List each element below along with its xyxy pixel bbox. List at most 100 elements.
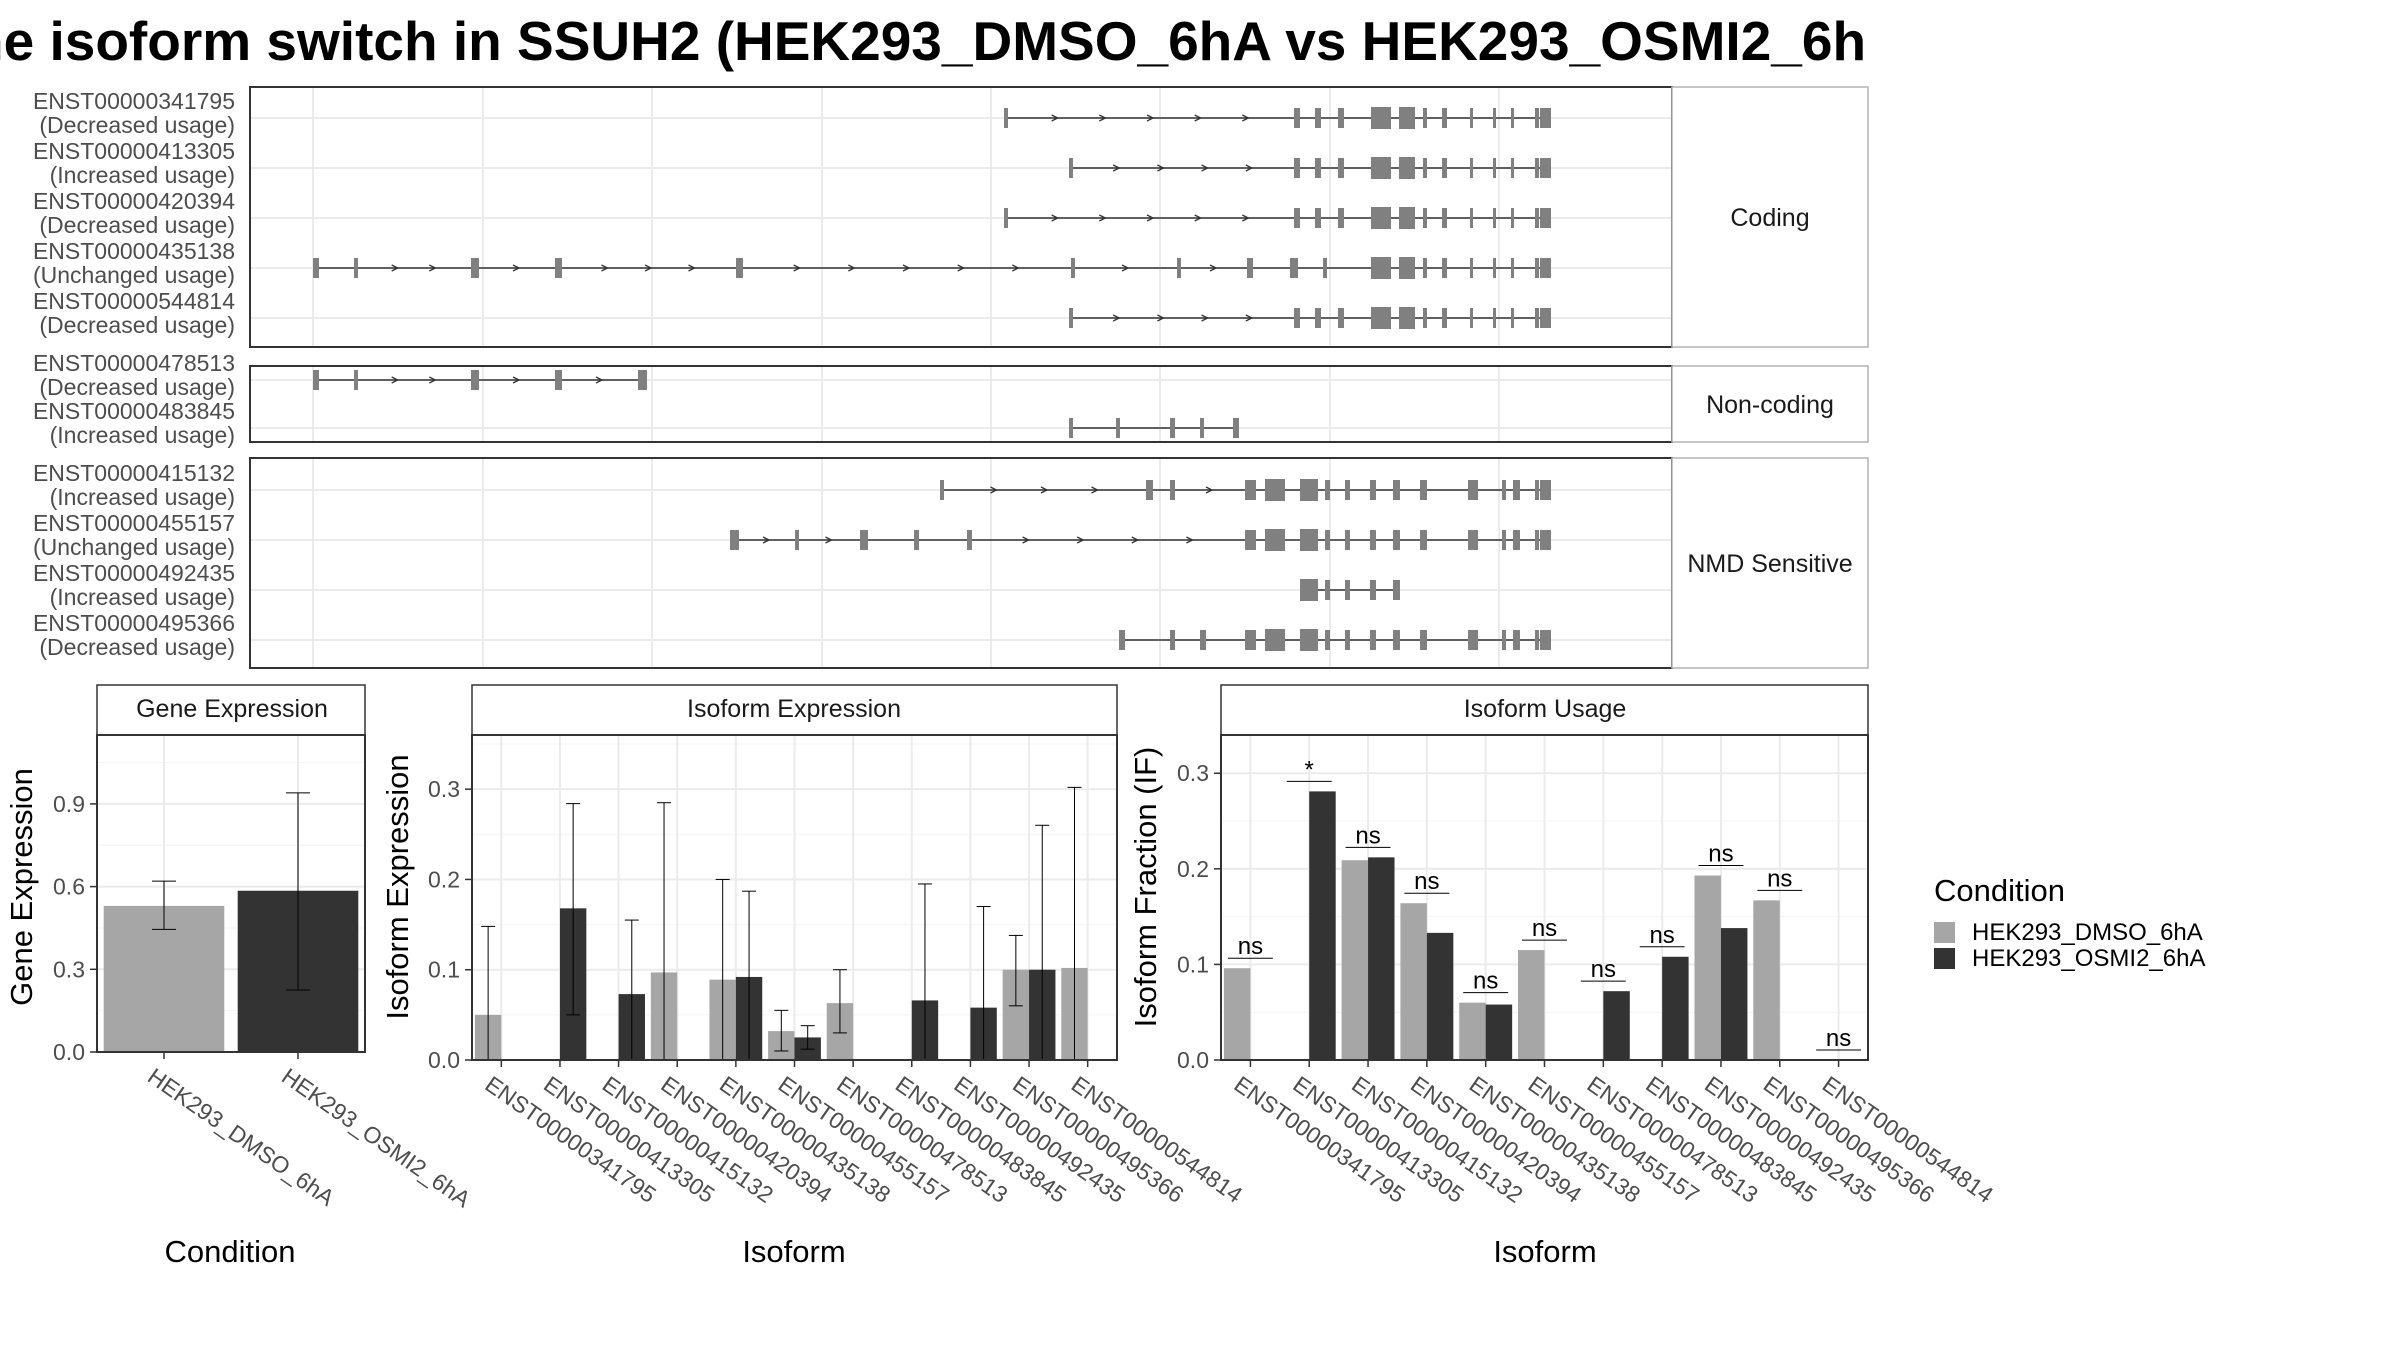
legend-title: Condition — [1934, 873, 2065, 908]
intron-direction-arrow — [1242, 114, 1250, 122]
exon-block — [1323, 258, 1327, 278]
exon-block — [1535, 258, 1539, 278]
exon-block — [860, 530, 868, 550]
exon-block — [1535, 158, 1539, 178]
significance-label: ns — [1826, 1025, 1851, 1052]
bar — [1426, 932, 1454, 1060]
exon-block — [1325, 630, 1330, 650]
gene-expression-xlabel: Condition — [165, 1234, 296, 1269]
gene-panel-strip-label: Coding — [1730, 204, 1809, 232]
legend-key-dmso — [1934, 922, 1955, 943]
exon-block — [1345, 530, 1350, 550]
exon-block — [1502, 480, 1506, 500]
exon-block — [1300, 529, 1318, 551]
exon-block — [1371, 157, 1391, 179]
intron-direction-arrow — [1157, 164, 1165, 172]
exon-block — [1345, 580, 1350, 600]
significance-label: ns — [1238, 933, 1263, 960]
exon-block — [1294, 308, 1300, 328]
exon-block — [1338, 108, 1344, 128]
exon-block — [1300, 629, 1318, 651]
intron-direction-arrow — [1157, 314, 1165, 322]
exon-block — [1423, 208, 1427, 228]
transcript-usage-label: (Decreased usage) — [39, 634, 235, 660]
exon-block — [1315, 208, 1321, 228]
legend-key-osmi2 — [1934, 948, 1955, 969]
isoform-usage-xlabel: Isoform — [1493, 1234, 1596, 1269]
exon-block — [1423, 158, 1427, 178]
exon-block — [1493, 158, 1496, 178]
isoform-expression-xlabel: Isoform — [742, 1234, 845, 1269]
exon-block — [1290, 258, 1298, 278]
bar — [1309, 791, 1336, 1060]
exon-block — [1200, 418, 1204, 438]
intron-direction-arrow — [1040, 486, 1049, 494]
exon-block — [1200, 630, 1206, 650]
exon-block — [1393, 530, 1400, 550]
transcript-usage-label: (Increased usage) — [50, 484, 235, 510]
exon-block — [736, 258, 743, 278]
exon-block — [1511, 258, 1514, 278]
intron-direction-arrow — [1205, 486, 1214, 494]
exon-block — [354, 370, 358, 390]
exon-block — [1540, 108, 1551, 128]
intron-direction-arrow — [1146, 114, 1155, 122]
exon-block — [1511, 308, 1514, 328]
significance-label: ns — [1532, 915, 1557, 942]
exon-block — [795, 530, 799, 550]
gene-expression-panel: Gene Expression Gene Expression Conditio… — [4, 684, 476, 1269]
intron-direction-arrow — [1245, 314, 1254, 322]
exon-block — [1540, 480, 1551, 500]
exon-block — [1468, 480, 1478, 500]
exon-block — [1493, 108, 1496, 128]
exon-block — [313, 258, 319, 278]
exon-block — [1170, 418, 1175, 438]
exon-block — [1345, 480, 1350, 500]
bar — [1223, 968, 1251, 1060]
exon-block — [1177, 258, 1181, 278]
bar — [1341, 860, 1369, 1060]
intron-direction-arrow — [990, 486, 998, 494]
bar — [1694, 875, 1721, 1060]
y-tick-label: 0.0 — [428, 1047, 460, 1073]
gene-panel-strip — [1671, 86, 1869, 348]
gene-panel-strip-label: NMD Sensitive — [1687, 550, 1852, 578]
exon-block — [1370, 630, 1376, 650]
exon-block — [1399, 107, 1415, 129]
exon-block — [1393, 480, 1400, 500]
exon-block — [1294, 208, 1300, 228]
intron-direction-arrow — [1051, 214, 1060, 222]
exon-block — [1540, 208, 1551, 228]
intron-direction-arrow — [429, 376, 437, 384]
exon-block — [1468, 630, 1478, 650]
exon-block — [1345, 630, 1350, 650]
transcript-id-label: ENST00000455157 — [33, 510, 235, 536]
bar — [1720, 928, 1748, 1060]
transcript-id-label: ENST00000341795 — [33, 88, 235, 114]
exon-block — [1535, 530, 1539, 550]
exon-block — [967, 530, 972, 550]
intron-direction-arrow — [1022, 536, 1031, 544]
exon-block — [1540, 158, 1551, 178]
intron-direction-arrow — [1076, 536, 1085, 544]
exon-block — [1315, 108, 1321, 128]
exon-block — [940, 480, 944, 500]
gene-expression-ylabel: Gene Expression — [4, 768, 39, 1006]
exon-block — [1540, 630, 1551, 650]
transcript-usage-label: (Unchanged usage) — [33, 534, 235, 560]
isoform-expression-ylabel: Isoform Expression — [380, 754, 415, 1019]
exon-block — [1493, 208, 1496, 228]
y-tick-label: 0.2 — [428, 866, 460, 892]
intron-direction-arrow — [688, 264, 696, 272]
exon-block — [1146, 480, 1153, 500]
exon-block — [1393, 630, 1400, 650]
exon-block — [1420, 630, 1427, 650]
exon-block — [1399, 157, 1415, 179]
y-tick-label: 0.3 — [428, 776, 460, 802]
intron-direction-arrow — [1209, 264, 1218, 272]
exon-block — [1511, 158, 1514, 178]
intron-direction-arrow — [1012, 264, 1020, 272]
exon-block — [1540, 530, 1551, 550]
exon-block — [1511, 208, 1514, 228]
intron-direction-arrow — [391, 376, 400, 384]
